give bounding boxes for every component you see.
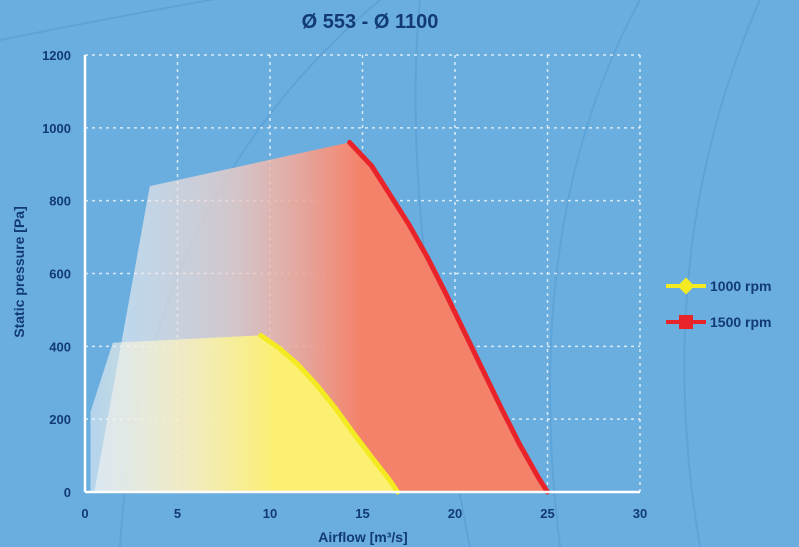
y-tick-label: 800 [49, 194, 71, 209]
x-tick-label: 15 [355, 506, 369, 521]
x-tick-label: 20 [448, 506, 462, 521]
y-tick-label: 400 [49, 339, 71, 354]
y-tick-label: 600 [49, 267, 71, 282]
legend-label: 1500 rpm [710, 314, 771, 330]
x-tick-label: 30 [633, 506, 647, 521]
x-axis-label: Airflow [m³/s] [318, 529, 407, 545]
operating-areas [90, 142, 548, 492]
y-tick-labels: 0 200 400 600 800 1000 1200 [42, 48, 71, 500]
y-tick-label: 200 [49, 412, 71, 427]
legend-marker-diamond [677, 277, 695, 295]
legend-item-1500-rpm: 1500 rpm [666, 314, 771, 330]
series-line-1000-rpm [258, 332, 401, 495]
operating-area-1000-rpm [90, 335, 398, 492]
x-tick-label: 25 [540, 506, 554, 521]
fan-curves [258, 139, 550, 495]
legend: 1000 rpm 1500 rpm [666, 277, 771, 330]
y-tick-label: 0 [64, 485, 71, 500]
x-tick-labels: 0 5 10 15 20 25 30 [81, 506, 647, 521]
x-tick-label: 0 [81, 506, 88, 521]
x-tick-label: 10 [263, 506, 277, 521]
legend-item-1000-rpm: 1000 rpm [666, 277, 771, 295]
x-tick-label: 5 [174, 506, 181, 521]
legend-marker-square [679, 315, 693, 329]
axes [83, 55, 640, 494]
y-tick-label: 1000 [42, 121, 71, 136]
chart-title: Ø 553 - Ø 1100 [302, 11, 439, 33]
series-line-1500-rpm [347, 139, 550, 495]
legend-label: 1000 rpm [710, 278, 771, 294]
y-axis-label: Static pressure [Pa] [11, 206, 27, 338]
y-tick-label: 1200 [42, 48, 71, 63]
